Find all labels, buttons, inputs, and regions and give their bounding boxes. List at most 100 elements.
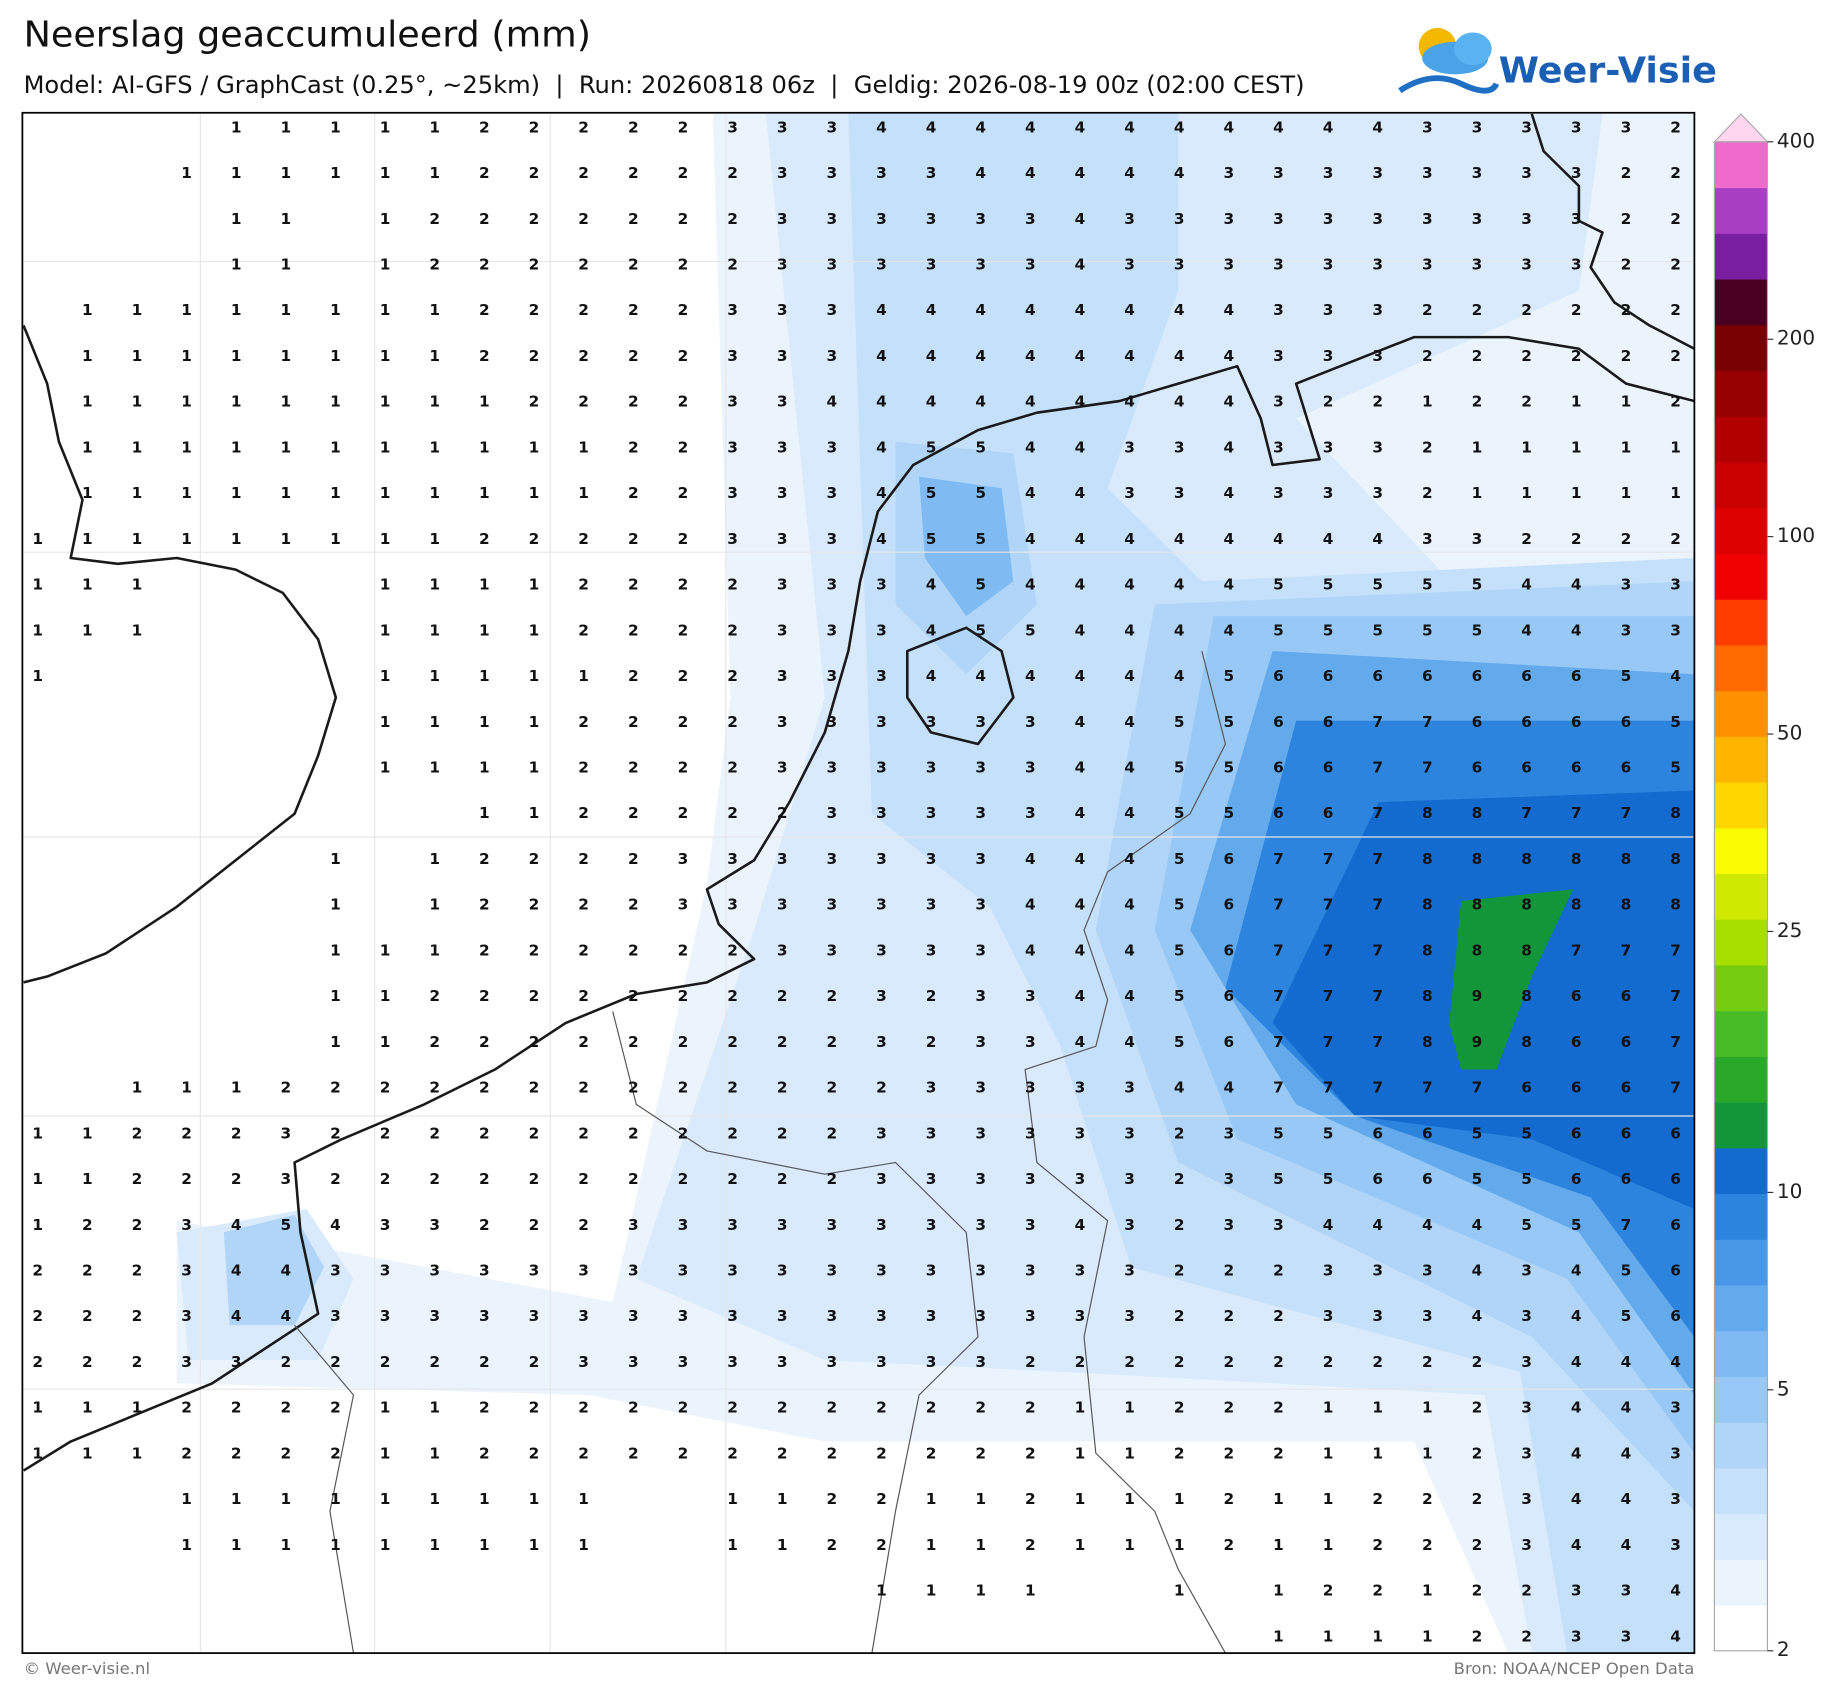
grid-value: 5 xyxy=(1174,850,1185,868)
coastline xyxy=(905,626,1015,746)
grid-value: 1 xyxy=(429,118,440,136)
colorbar-tick-label: 2 xyxy=(1777,1638,1790,1661)
grid-value: 3 xyxy=(777,759,788,777)
grid-value: 3 xyxy=(876,759,887,777)
grid-value: 1 xyxy=(330,118,341,136)
grid-value: 2 xyxy=(1422,1536,1433,1554)
coastline xyxy=(22,325,338,984)
footer-left: © Weer-visie.nl xyxy=(24,1659,151,1678)
grid-value: 2 xyxy=(281,1444,292,1462)
grid-value: 3 xyxy=(578,1307,589,1325)
grid-value: 1 xyxy=(578,667,589,685)
grid-value: 1 xyxy=(1670,439,1681,457)
grid-value: 2 xyxy=(678,439,689,457)
grid-value: 3 xyxy=(777,118,788,136)
grid-value: 3 xyxy=(1273,484,1284,502)
grid-value: 3 xyxy=(1323,347,1334,365)
grid-value: 3 xyxy=(826,439,837,457)
grid-value: 3 xyxy=(1174,210,1185,228)
grid-value: 3 xyxy=(777,164,788,182)
grid-value: 4 xyxy=(1224,576,1235,594)
grid-value: 2 xyxy=(1621,530,1632,548)
grid-value: 3 xyxy=(727,1262,738,1280)
grid-value: 4 xyxy=(1224,621,1235,639)
border xyxy=(612,1011,979,1654)
grid-value: 1 xyxy=(132,1399,143,1417)
grid-value: 1 xyxy=(1422,1399,1433,1417)
grid-value: 4 xyxy=(1174,164,1185,182)
grid-value: 3 xyxy=(1372,210,1383,228)
grid-value: 1 xyxy=(82,347,93,365)
grid-value: 1 xyxy=(380,256,391,274)
grid-value: 3 xyxy=(975,210,986,228)
grid-value: 3 xyxy=(826,210,837,228)
grid-value: 2 xyxy=(82,1262,93,1280)
grid-value: 1 xyxy=(429,667,440,685)
grid-value: 3 xyxy=(777,1307,788,1325)
grid-value: 2 xyxy=(1124,1353,1135,1371)
grid-value: 3 xyxy=(628,1216,639,1234)
grid-value: 3 xyxy=(1025,759,1036,777)
grid-value: 4 xyxy=(1124,850,1135,868)
grid-value: 3 xyxy=(380,1216,391,1234)
grid-value: 1 xyxy=(429,576,440,594)
grid-value: 2 xyxy=(578,164,589,182)
grid-value: 2 xyxy=(727,804,738,822)
grid-value: 3 xyxy=(1670,1490,1681,1508)
grid-value: 3 xyxy=(1025,987,1036,1005)
grid-value: 4 xyxy=(1075,759,1086,777)
grid-value: 3 xyxy=(876,1170,887,1188)
grid-value: 8 xyxy=(1422,1033,1433,1051)
grid-value: 7 xyxy=(1273,987,1284,1005)
grid-value: 6 xyxy=(1571,1124,1582,1142)
grid-value: 2 xyxy=(479,530,490,548)
grid-value: 3 xyxy=(1521,164,1532,182)
grid-value: 4 xyxy=(1571,1353,1582,1371)
grid-value: 2 xyxy=(876,1399,887,1417)
grid-value: 3 xyxy=(1372,439,1383,457)
grid-value: 1 xyxy=(1372,1444,1383,1462)
grid-value: 2 xyxy=(578,987,589,1005)
grid-value: 3 xyxy=(1323,164,1334,182)
grid-value: 1 xyxy=(1075,1536,1086,1554)
grid-value: 3 xyxy=(429,1216,440,1234)
map-frame xyxy=(21,111,1696,1654)
grid-value: 4 xyxy=(1273,530,1284,548)
grid-value: 5 xyxy=(975,530,986,548)
grid-value: 3 xyxy=(1273,1216,1284,1234)
grid-value: 2 xyxy=(578,393,589,411)
grid-value: 2 xyxy=(1273,1307,1284,1325)
grid-value: 1 xyxy=(429,713,440,731)
grid-value: 6 xyxy=(1670,1307,1681,1325)
grid-value: 3 xyxy=(181,1307,192,1325)
grid-value: 2 xyxy=(1025,1399,1036,1417)
grid-value: 7 xyxy=(1670,1079,1681,1097)
grid-value: 6 xyxy=(1422,1124,1433,1142)
grid-value: 2 xyxy=(727,1033,738,1051)
grid-value: 7 xyxy=(1273,1079,1284,1097)
colorbar-tick-label: 50 xyxy=(1777,722,1802,745)
grid-value: 4 xyxy=(1025,118,1036,136)
grid-value: 6 xyxy=(1422,1170,1433,1188)
grid-value: 3 xyxy=(926,713,937,731)
grid-value: 6 xyxy=(1571,1033,1582,1051)
grid-value: 1 xyxy=(1422,1627,1433,1645)
grid-value: 3 xyxy=(975,804,986,822)
grid-value: 1 xyxy=(231,347,242,365)
grid-value: 3 xyxy=(1323,484,1334,502)
grid-value: 7 xyxy=(1273,896,1284,914)
grid-value: 6 xyxy=(1224,896,1235,914)
grid-value: 4 xyxy=(1372,1216,1383,1234)
grid-value: 5 xyxy=(1174,759,1185,777)
grid-value: 5 xyxy=(926,484,937,502)
grid-value: 3 xyxy=(1025,1079,1036,1097)
grid-value: 1 xyxy=(1124,1399,1135,1417)
grid-value: 3 xyxy=(181,1262,192,1280)
grid-value: 2 xyxy=(727,210,738,228)
grid-value: 8 xyxy=(1621,850,1632,868)
grid-value: 3 xyxy=(1025,804,1036,822)
grid-value: 4 xyxy=(1670,1353,1681,1371)
grid-value: 3 xyxy=(1025,1170,1036,1188)
grid-value: 3 xyxy=(876,1033,887,1051)
